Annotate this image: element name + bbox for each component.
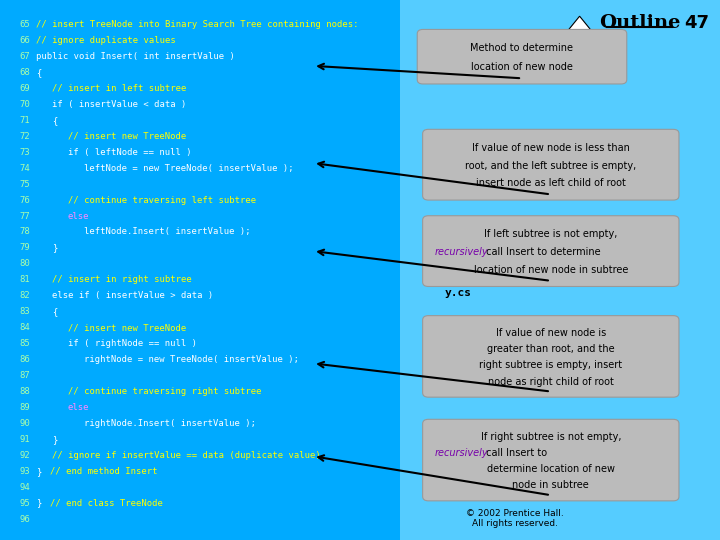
FancyBboxPatch shape [423, 130, 679, 200]
Text: // insert in right subtree: // insert in right subtree [52, 275, 192, 285]
Text: 75: 75 [19, 180, 30, 188]
Text: if ( leftNode == null ): if ( leftNode == null ) [68, 148, 192, 157]
Text: else if ( insertValue > data ): else if ( insertValue > data ) [52, 291, 213, 300]
Text: greater than root, and the: greater than root, and the [487, 344, 615, 354]
Text: leftNode = new TreeNode( insertValue );: leftNode = new TreeNode( insertValue ); [84, 164, 293, 173]
Text: insert node as left child of root: insert node as left child of root [476, 178, 626, 188]
Text: 88: 88 [19, 387, 30, 396]
Text: public void Insert( int insertValue ): public void Insert( int insertValue ) [36, 52, 235, 61]
FancyBboxPatch shape [423, 315, 679, 397]
Polygon shape [564, 16, 595, 36]
Text: location of new node: location of new node [471, 62, 573, 72]
Text: root, and the left subtree is empty,: root, and the left subtree is empty, [465, 160, 636, 171]
Text: 77: 77 [19, 212, 30, 220]
Text: {: { [36, 68, 41, 77]
Text: 78: 78 [19, 227, 30, 237]
Text: 74: 74 [19, 164, 30, 173]
Text: // insert TreeNode into Binary Search Tree containing nodes:: // insert TreeNode into Binary Search Tr… [36, 20, 359, 29]
Text: right subtree is empty, insert: right subtree is empty, insert [480, 360, 622, 370]
FancyBboxPatch shape [400, 0, 720, 540]
Text: If right subtree is not empty,: If right subtree is not empty, [480, 431, 621, 442]
Text: 81: 81 [19, 275, 30, 285]
Text: }: } [52, 244, 57, 252]
Text: If value of new node is: If value of new node is [495, 328, 606, 338]
Text: 67: 67 [19, 52, 30, 61]
Text: call Insert to: call Insert to [483, 448, 547, 458]
Text: If left subtree is not empty,: If left subtree is not empty, [484, 230, 618, 239]
Text: 68: 68 [19, 68, 30, 77]
Text: 83: 83 [19, 307, 30, 316]
Text: 47: 47 [684, 14, 709, 31]
Text: 73: 73 [19, 148, 30, 157]
Text: }: } [36, 467, 41, 476]
Text: 79: 79 [19, 244, 30, 252]
Text: 96: 96 [19, 515, 30, 523]
Text: 69: 69 [19, 84, 30, 93]
Text: 91: 91 [19, 435, 30, 444]
Text: // insert new TreeNode: // insert new TreeNode [68, 132, 186, 141]
Text: node in subtree: node in subtree [513, 480, 589, 490]
Text: © 2002 Prentice Hall.
All rights reserved.: © 2002 Prentice Hall. All rights reserve… [466, 509, 564, 528]
Text: 93: 93 [19, 467, 30, 476]
Text: 89: 89 [19, 403, 30, 412]
Text: // ignore if insertValue == data (duplicate value): // ignore if insertValue == data (duplic… [52, 451, 320, 460]
Text: leftNode.Insert( insertValue );: leftNode.Insert( insertValue ); [84, 227, 250, 237]
Text: else: else [68, 212, 89, 220]
Text: if ( rightNode == null ): if ( rightNode == null ) [68, 339, 197, 348]
Text: // insert in left subtree: // insert in left subtree [52, 84, 186, 93]
Text: 65: 65 [19, 20, 30, 29]
Text: else: else [68, 403, 89, 412]
Text: 86: 86 [19, 355, 30, 364]
Text: 70: 70 [19, 100, 30, 109]
Text: y.cs: y.cs [445, 288, 472, 298]
Text: 95: 95 [19, 498, 30, 508]
Text: 71: 71 [19, 116, 30, 125]
Text: // continue traversing left subtree: // continue traversing left subtree [68, 195, 256, 205]
Text: location of new node in subtree: location of new node in subtree [474, 265, 628, 275]
Text: rightNode.Insert( insertValue );: rightNode.Insert( insertValue ); [84, 419, 256, 428]
FancyBboxPatch shape [417, 29, 626, 84]
Text: node as right child of root: node as right child of root [488, 376, 613, 387]
Text: 94: 94 [19, 483, 30, 491]
FancyBboxPatch shape [423, 215, 679, 286]
Text: }: } [36, 498, 41, 508]
Text: determine location of new: determine location of new [487, 464, 615, 474]
FancyBboxPatch shape [423, 419, 679, 501]
Text: 92: 92 [19, 451, 30, 460]
Text: if ( insertValue < data ): if ( insertValue < data ) [52, 100, 186, 109]
Text: 87: 87 [19, 371, 30, 380]
Text: // ignore duplicate values: // ignore duplicate values [36, 36, 176, 45]
Text: }: } [52, 435, 57, 444]
Text: recursively: recursively [434, 247, 487, 257]
Text: Outline: Outline [598, 14, 680, 31]
Text: Method to determine: Method to determine [470, 43, 574, 53]
Text: // end class TreeNode: // end class TreeNode [50, 498, 163, 508]
Text: {: { [52, 116, 57, 125]
Text: // end method Insert: // end method Insert [50, 467, 158, 476]
Text: 72: 72 [19, 132, 30, 141]
Text: 82: 82 [19, 291, 30, 300]
Text: 66: 66 [19, 36, 30, 45]
Text: recursively: recursively [434, 448, 487, 458]
Text: 84: 84 [19, 323, 30, 332]
Text: 85: 85 [19, 339, 30, 348]
Text: call Insert to determine: call Insert to determine [483, 247, 601, 257]
Text: // insert new TreeNode: // insert new TreeNode [68, 323, 186, 332]
Text: rightNode = new TreeNode( insertValue );: rightNode = new TreeNode( insertValue ); [84, 355, 299, 364]
Text: 76: 76 [19, 195, 30, 205]
Text: {: { [52, 307, 57, 316]
FancyBboxPatch shape [562, 35, 598, 42]
Text: If value of new node is less than: If value of new node is less than [472, 143, 630, 153]
Text: 80: 80 [19, 259, 30, 268]
Text: // continue traversing right subtree: // continue traversing right subtree [68, 387, 261, 396]
Text: 90: 90 [19, 419, 30, 428]
